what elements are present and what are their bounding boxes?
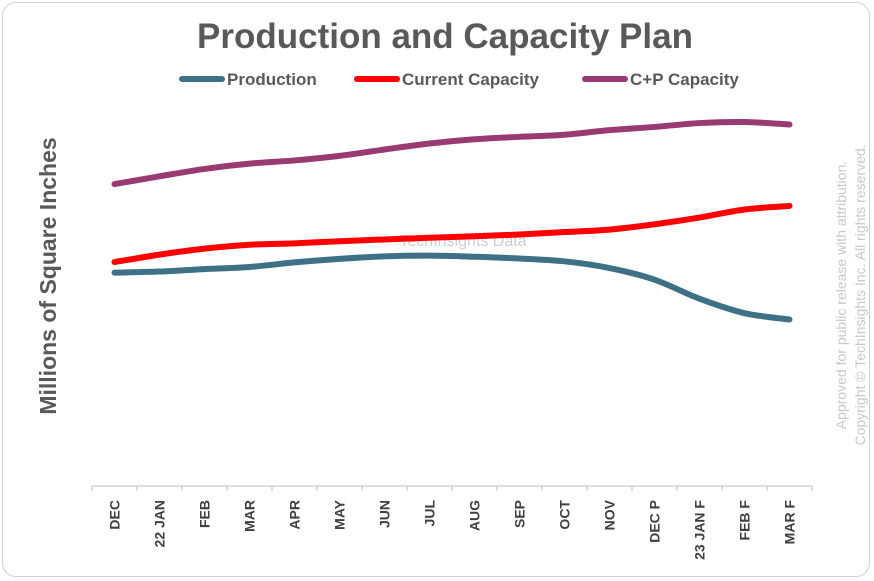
x-tick-label: JUL	[422, 500, 438, 527]
x-tick-label: OCT	[557, 500, 573, 530]
series-line-production	[111, 252, 793, 323]
x-tick-label: APR	[287, 500, 303, 530]
x-tick-label: MAR F	[782, 500, 798, 545]
y-axis-label: Millions of Square Inches	[35, 137, 61, 414]
x-tick-label: DEC P	[647, 500, 663, 543]
series-line-current-capacity	[111, 202, 793, 266]
x-tick-label: 22 JAN	[152, 500, 168, 547]
side-note-line-1: Approved for public release with attribu…	[833, 161, 849, 429]
series-lines	[111, 118, 793, 323]
legend-label-current-capacity: Current Capacity	[402, 70, 540, 89]
legend: Production Current Capacity C+P Capacity	[179, 70, 739, 89]
x-tick-label: NOV	[602, 499, 618, 530]
chart-title: Production and Capacity Plan	[197, 17, 693, 56]
side-note-line-2: Copyright © TechInsights Inc. All rights…	[852, 144, 868, 445]
series-line-c-p-capacity	[111, 118, 793, 188]
x-tick-label: DEC	[107, 500, 123, 530]
x-tick-label: FEB F	[737, 500, 753, 541]
x-tick-label: MAR	[242, 500, 258, 532]
x-tick-label: SEP	[512, 500, 528, 528]
x-tick-labels: DEC 22 JAN FEB MAR APR MAY JUN JUL AUG SEP OCT NOV D…	[107, 499, 798, 560]
x-tick-label: AUG	[467, 500, 483, 531]
x-tick-label: MAY	[332, 499, 348, 529]
legend-label-cp-capacity: C+P Capacity	[630, 70, 739, 89]
x-tick-marks	[91, 486, 813, 491]
x-tick-label: FEB	[197, 500, 213, 528]
legend-label-production: Production	[227, 70, 317, 89]
x-tick-label: 23 JAN F	[692, 500, 708, 560]
side-note: Approved for public release with attribu…	[833, 144, 868, 445]
x-tick-label: JUN	[377, 500, 393, 528]
